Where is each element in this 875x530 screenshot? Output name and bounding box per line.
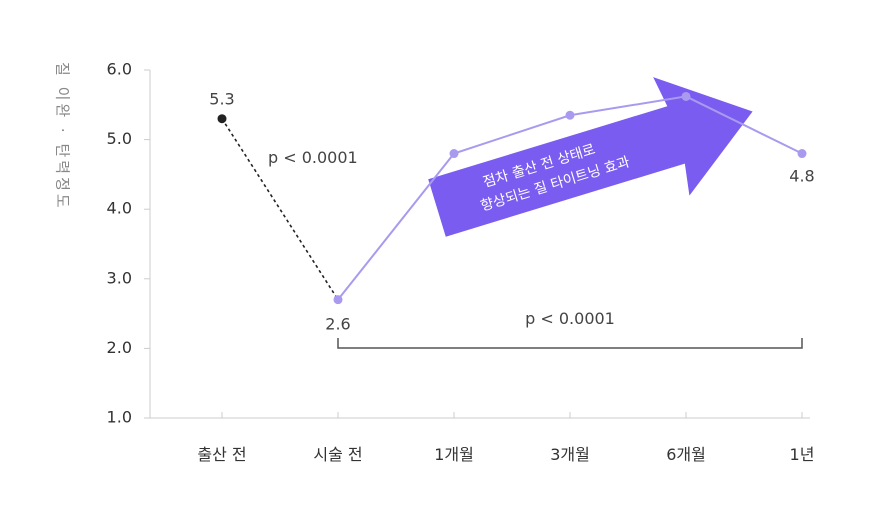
data-labels: 5.3 2.6 4.8 bbox=[209, 90, 814, 334]
data-label: 4.8 bbox=[789, 167, 814, 186]
x-tick-label: 1년 bbox=[790, 445, 815, 464]
y-tick-label: 3.0 bbox=[107, 268, 132, 287]
significance-bracket bbox=[337, 338, 803, 349]
x-tick-label: 3개월 bbox=[550, 445, 590, 464]
data-label: 2.6 bbox=[325, 315, 350, 334]
data-point bbox=[681, 91, 691, 101]
x-tick-label: 시술 전 bbox=[313, 445, 362, 464]
data-label: 5.3 bbox=[209, 90, 234, 109]
data-point bbox=[565, 110, 575, 120]
x-ticks: 출산 전 시술 전 1개월 3개월 6개월 1년 bbox=[197, 412, 814, 464]
data-point bbox=[217, 114, 227, 124]
arrow-shape bbox=[428, 77, 753, 237]
p-value-bottom: p < 0.0001 bbox=[525, 309, 615, 328]
data-point bbox=[797, 149, 807, 159]
x-tick-label: 6개월 bbox=[666, 445, 706, 464]
y-ticks: 1.0 2.0 3.0 4.0 5.0 6.0 bbox=[107, 60, 150, 427]
y-tick-label: 5.0 bbox=[107, 129, 132, 148]
x-tick-label: 1개월 bbox=[434, 445, 474, 464]
improvement-arrow: 점차 출산 전 상태로 향상되는 질 타이트닝 효과 bbox=[428, 77, 753, 237]
y-tick-label: 2.0 bbox=[107, 338, 132, 357]
series-line-1 bbox=[221, 118, 339, 301]
y-tick-label: 4.0 bbox=[107, 199, 132, 218]
y-tick-label: 6.0 bbox=[107, 60, 132, 79]
series-layer bbox=[217, 91, 807, 305]
y-tick-label: 1.0 bbox=[107, 408, 132, 427]
data-point bbox=[333, 295, 343, 305]
data-point bbox=[449, 149, 459, 159]
x-tick-label: 출산 전 bbox=[197, 445, 246, 464]
y-axis-title: 질 이완 · 탄력정도 bbox=[54, 62, 72, 211]
p-value-top: p < 0.0001 bbox=[268, 148, 358, 167]
